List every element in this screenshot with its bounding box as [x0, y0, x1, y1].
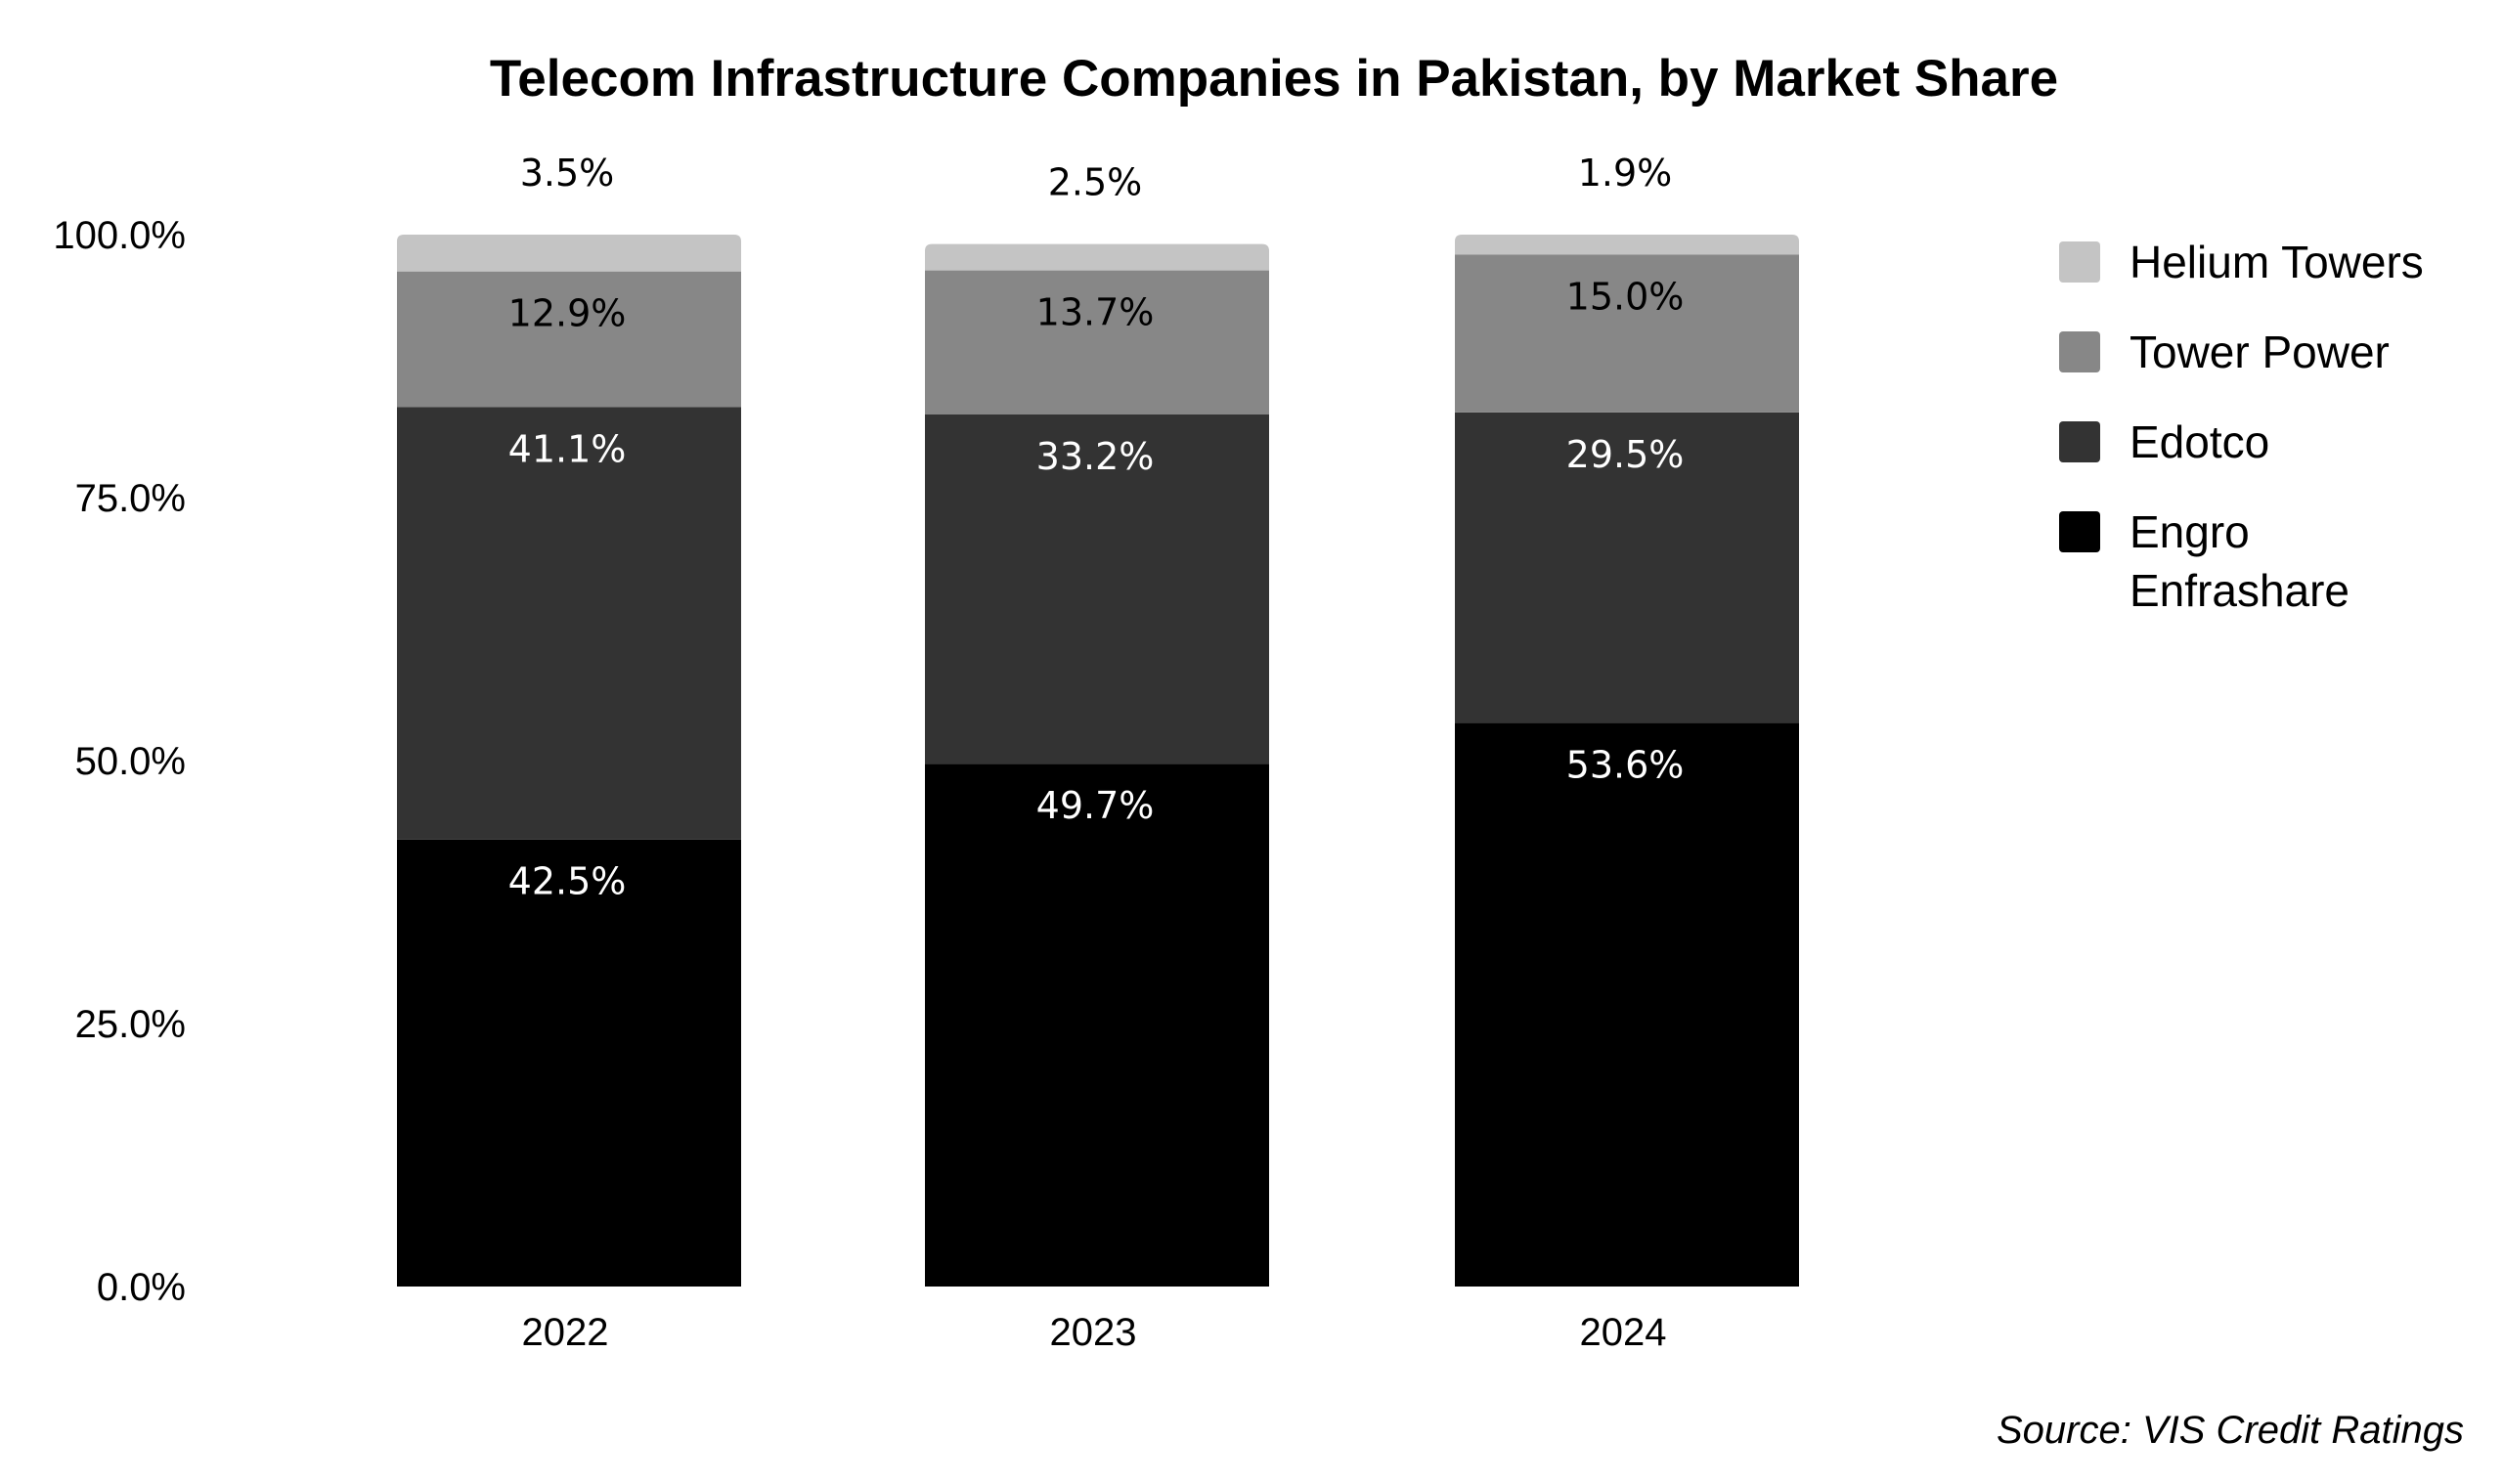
data-label-tower-power: 13.7% — [1036, 291, 1155, 334]
data-label-engro-enfrashare: 49.7% — [1036, 784, 1155, 827]
bar-segment-tower-power — [397, 271, 741, 408]
bar-segment-tower-power — [925, 270, 1269, 415]
y-tick-label: 75.0% — [75, 477, 186, 520]
x-tick-label: 2024 — [1580, 1311, 1667, 1354]
x-tick-label: 2023 — [1050, 1311, 1137, 1354]
bar-segment-helium-towers — [397, 235, 741, 272]
data-label-edotco: 33.2% — [1036, 435, 1155, 478]
y-tick-label: 100.0% — [53, 214, 186, 257]
legend-label: Tower Power — [2130, 327, 2390, 377]
legend-swatch — [2059, 241, 2100, 283]
data-label-helium-towers: 2.5% — [1048, 161, 1143, 204]
chart-title: Telecom Infrastructure Companies in Paki… — [490, 50, 2058, 108]
bar-segment-helium-towers — [925, 243, 1269, 271]
y-tick-label: 0.0% — [97, 1266, 186, 1309]
bar-segment-edotco — [925, 414, 1269, 764]
data-label-helium-towers: 3.5% — [520, 152, 615, 195]
legend-swatch — [2059, 331, 2100, 372]
value-labels: 42.5% 41.1% 12.9% 3.5% 49.7% 33.2% 13.7% 2.5% 53… — [508, 152, 1685, 903]
legend-item-tower-power: Tower Power — [2059, 327, 2390, 377]
data-label-edotco: 41.1% — [508, 427, 627, 470]
data-label-engro-enfrashare: 42.5% — [508, 860, 627, 903]
data-label-engro-enfrashare: 53.6% — [1566, 743, 1685, 786]
legend-label: Engro Enfrashare — [2130, 506, 2349, 616]
legend-swatch — [2059, 511, 2100, 552]
y-axis: 0.0% 25.0% 50.0% 75.0% 100.0% — [53, 214, 186, 1309]
x-axis: 2022 2023 2024 — [522, 1311, 1667, 1354]
bar-segment-engro-enfrashare — [925, 764, 1269, 1287]
y-tick-label: 25.0% — [75, 1003, 186, 1046]
bar-segment-engro-enfrashare — [1455, 722, 1799, 1287]
data-label-tower-power: 15.0% — [1566, 275, 1685, 318]
data-label-helium-towers: 1.9% — [1578, 152, 1673, 195]
bar-segment-engro-enfrashare — [397, 839, 741, 1287]
x-tick-label: 2022 — [522, 1311, 609, 1354]
bar-segment-tower-power — [1455, 254, 1799, 413]
y-tick-label: 50.0% — [75, 740, 186, 783]
bar-segment-edotco — [397, 407, 741, 840]
bars — [397, 235, 1799, 1287]
legend-item-helium-towers: Helium Towers — [2059, 237, 2424, 287]
bar-segment-edotco — [1455, 412, 1799, 723]
legend-item-edotco: Edotco — [2059, 416, 2269, 467]
legend-label: Edotco — [2130, 416, 2269, 467]
legend-item-engro-enfrashare: Engro Enfrashare — [2059, 506, 2349, 616]
source-note: Source: VIS Credit Ratings — [1997, 1409, 2464, 1452]
data-label-edotco: 29.5% — [1566, 433, 1685, 476]
legend-label: Helium Towers — [2130, 237, 2424, 287]
bar-segment-helium-towers — [1455, 235, 1799, 255]
legend: Helium Towers Tower Power Edotco Engro Enfra… — [2059, 237, 2424, 616]
legend-swatch — [2059, 421, 2100, 462]
data-label-tower-power: 12.9% — [508, 292, 627, 335]
